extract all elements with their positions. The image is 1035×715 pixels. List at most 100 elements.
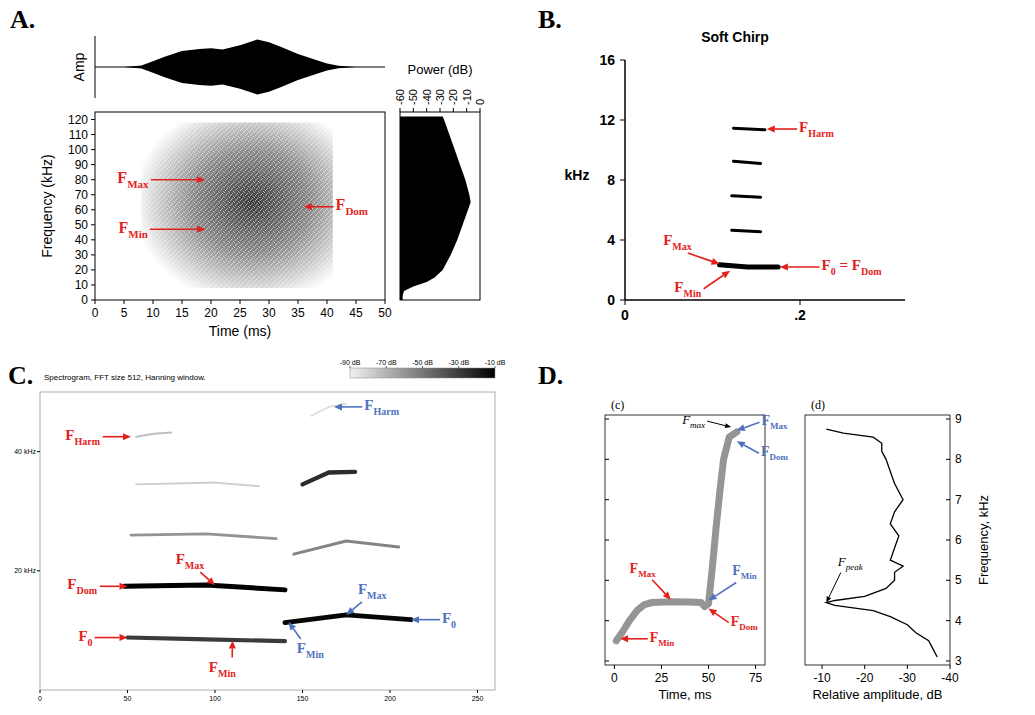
tick-label: 8 — [955, 452, 962, 466]
plot-area — [720, 128, 779, 267]
arrow-line — [775, 128, 797, 130]
tick — [240, 300, 241, 304]
tick — [946, 419, 950, 420]
tick-label: 16 — [599, 52, 615, 68]
annotation: FMin — [297, 640, 324, 660]
tick-label: -30 dB — [448, 359, 469, 366]
subscript: max — [690, 420, 705, 430]
axis-title: Time (ms) — [209, 323, 271, 339]
tick-label: -30 — [434, 89, 446, 105]
tick — [864, 665, 865, 669]
tick-label: 80 — [75, 173, 89, 187]
waveform — [124, 39, 356, 94]
subscript: Dom — [739, 622, 758, 632]
tick-label: -30 — [899, 671, 917, 685]
tick — [153, 300, 154, 304]
annotation: FMin — [732, 563, 757, 581]
tick — [350, 366, 351, 368]
tick-label: 3 — [955, 654, 962, 668]
background — [0, 0, 1035, 715]
tick — [91, 179, 95, 180]
tick — [91, 224, 95, 225]
tick — [298, 300, 299, 304]
tick — [620, 60, 625, 61]
tick-label: 0 — [92, 306, 99, 320]
arrow-head — [123, 433, 131, 440]
harmonic — [131, 534, 276, 539]
annotation: FMax — [630, 561, 657, 579]
tick — [91, 209, 95, 210]
arrow-line — [688, 253, 712, 261]
annotation: FHarm — [364, 397, 399, 417]
arrow-line — [715, 582, 736, 596]
tick — [124, 300, 125, 304]
subscript: Max — [770, 421, 788, 431]
label-part: F — [336, 196, 346, 213]
tick-label: -20 — [447, 89, 459, 105]
arrow-line — [151, 179, 197, 181]
arrow-head — [207, 577, 215, 585]
axis-title: Time, ms — [659, 687, 712, 702]
tick-label: 50 — [378, 306, 392, 320]
tick — [708, 665, 709, 669]
tick — [822, 665, 823, 669]
arrow-line — [704, 275, 724, 288]
plot-frame — [805, 415, 950, 665]
subscript: Dom — [770, 452, 789, 462]
harmonic — [311, 404, 346, 416]
tick-label: 75 — [749, 671, 763, 685]
arrow-head — [120, 634, 128, 641]
tick — [477, 690, 478, 693]
power-area — [400, 117, 471, 300]
tick — [661, 665, 662, 669]
tick-label: 40 — [75, 233, 89, 247]
tick — [625, 300, 626, 305]
arrow-head — [334, 403, 342, 410]
tick — [950, 665, 951, 669]
label-part: F — [761, 413, 770, 428]
tick — [605, 459, 609, 460]
harmonic — [294, 541, 399, 554]
arrow-head — [721, 271, 730, 278]
annotation: FMax — [663, 232, 692, 252]
label-part: F — [67, 576, 76, 592]
harmonic — [136, 433, 171, 437]
tick-label: 6 — [955, 533, 962, 547]
tick-label: 0 — [474, 99, 486, 105]
arrow-line — [293, 629, 301, 640]
label-part: F — [209, 659, 218, 675]
tick-label: 100 — [68, 143, 88, 157]
arrow-head — [197, 226, 205, 233]
annotation: FDom — [731, 614, 759, 632]
label-part: = F — [836, 257, 861, 273]
tick-label: -40 — [941, 671, 959, 685]
tick — [95, 300, 96, 304]
tick-label: -10 dB — [485, 359, 506, 366]
tick — [605, 660, 609, 661]
arrow-head — [737, 424, 746, 431]
tick-label: -50 — [407, 89, 419, 105]
label-part: F — [732, 563, 741, 578]
annotation: F0 = FDom — [822, 257, 883, 277]
tick-label: 20 — [75, 263, 89, 277]
arrow-head — [229, 641, 236, 649]
arrow-line — [628, 638, 648, 640]
annotation: F0 — [442, 610, 456, 630]
tick — [91, 284, 95, 285]
tick — [605, 540, 609, 541]
tick — [91, 134, 95, 135]
subtitle: (c) — [611, 398, 624, 412]
x-axis — [625, 299, 905, 301]
arrow-line — [829, 573, 841, 598]
panel-letter: B. — [538, 5, 562, 34]
tick-label: -90 dB — [340, 359, 361, 366]
tick-label: 40 — [320, 306, 334, 320]
subtitle: (d) — [811, 398, 825, 412]
panel-letter: C. — [8, 361, 33, 390]
label-part: F — [364, 397, 373, 413]
label-part: F — [65, 427, 74, 443]
annotation: FMin — [674, 279, 701, 299]
tick-label: 45 — [349, 306, 363, 320]
tick-label: 100 — [209, 695, 221, 702]
tick — [422, 366, 423, 368]
